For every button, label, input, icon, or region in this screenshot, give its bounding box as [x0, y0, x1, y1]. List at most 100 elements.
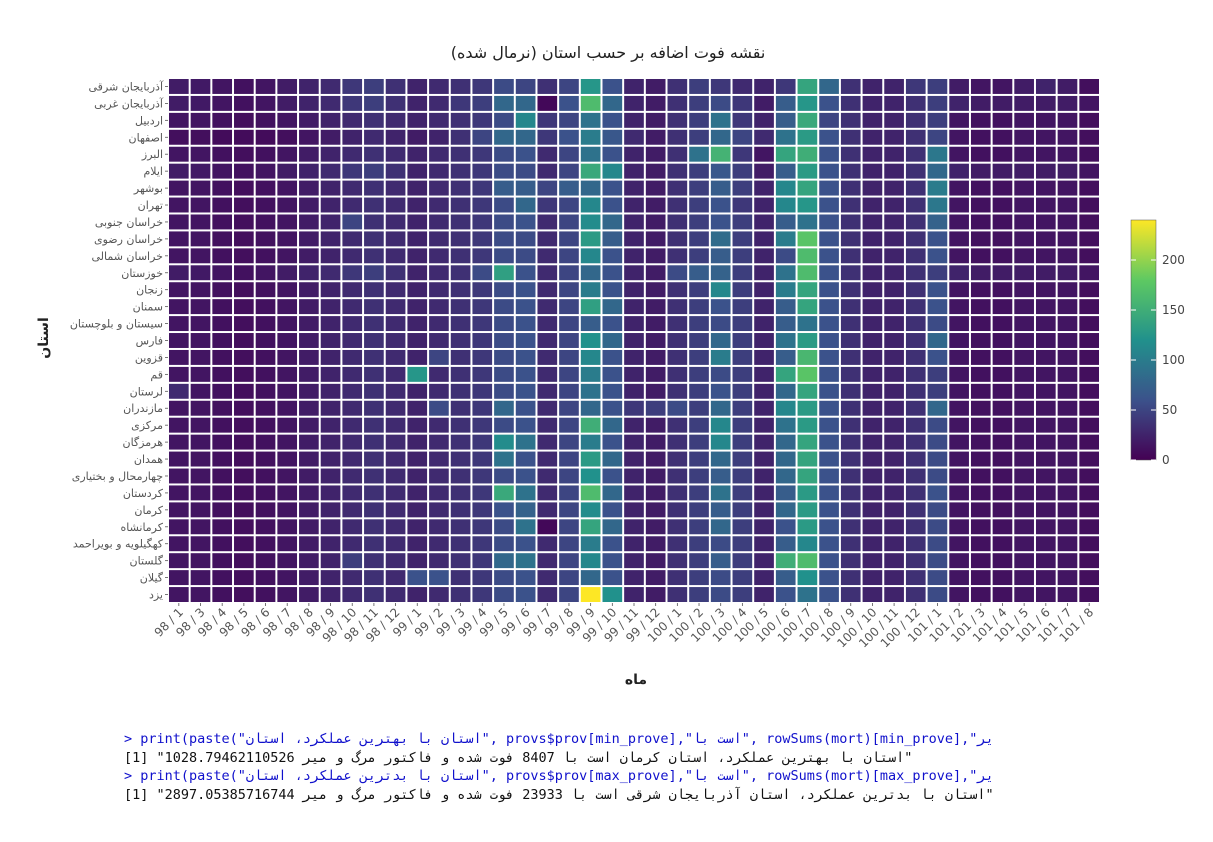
heatmap-cell — [537, 434, 558, 450]
heatmap-cell — [559, 282, 579, 298]
heatmap-cell — [775, 417, 796, 433]
heatmap-cell — [212, 129, 233, 145]
heatmap-cell — [905, 536, 926, 552]
heatmap-cell — [710, 231, 731, 247]
heatmap-cell — [927, 214, 948, 230]
heatmap-cell — [559, 400, 579, 416]
heatmap-cell — [732, 112, 753, 128]
heatmap-cell — [905, 349, 926, 365]
heatmap-cell — [277, 366, 298, 382]
heatmap-cell — [667, 163, 688, 179]
heatmap-cell — [364, 400, 384, 416]
heatmap-cell — [689, 485, 709, 501]
heatmap-cell — [710, 299, 731, 315]
chart-title: نقشه فوت اضافه بر حسب استان (نرمال شده) — [451, 43, 766, 63]
heatmap-cell — [255, 451, 276, 467]
y-tick-label: خوزستان — [121, 267, 163, 280]
heatmap-cell — [494, 417, 514, 433]
heatmap-cell — [169, 553, 189, 569]
heatmap-cell — [862, 570, 883, 586]
heatmap-cell — [515, 299, 536, 315]
heatmap-cell — [342, 587, 363, 602]
heatmap-cell — [320, 502, 341, 518]
heatmap-cell — [1014, 434, 1034, 450]
console-output-1: [1] "استان با بهترین عملکرد، استان کرمان… — [124, 749, 913, 766]
heatmap-cell — [602, 502, 623, 518]
heatmap-cell — [342, 519, 363, 535]
heatmap-cell — [450, 349, 471, 365]
heatmap-cell — [515, 383, 536, 399]
heatmap-cell — [450, 536, 471, 552]
heatmap-cell — [212, 282, 233, 298]
heatmap-cell — [949, 231, 969, 247]
heatmap-cell — [190, 587, 211, 602]
heatmap-cell — [299, 417, 319, 433]
heatmap-cell — [494, 129, 514, 145]
heatmap-cell — [689, 316, 709, 332]
heatmap-cell — [645, 146, 666, 162]
heatmap-cell — [212, 553, 233, 569]
heatmap-cell — [580, 316, 601, 332]
heatmap-cell — [559, 146, 579, 162]
heatmap-cell — [234, 400, 254, 416]
heatmap-cell — [1079, 95, 1099, 111]
heatmap-cell — [819, 434, 839, 450]
heatmap-cell — [754, 553, 774, 569]
heatmap-cell — [624, 265, 644, 281]
heatmap-cell — [472, 231, 493, 247]
heatmap-cell — [602, 197, 623, 213]
heatmap-cell — [689, 536, 709, 552]
heatmap-cell — [559, 417, 579, 433]
heatmap-cell — [429, 502, 449, 518]
heatmap-cell — [1014, 180, 1034, 196]
heatmap-cell — [1035, 434, 1056, 450]
heatmap-cell — [732, 451, 753, 467]
heatmap-cell — [472, 265, 493, 281]
heatmap-cell — [992, 502, 1013, 518]
heatmap-cell — [624, 553, 644, 569]
heatmap-cell — [407, 502, 428, 518]
heatmap-cell — [169, 79, 189, 94]
heatmap-cell — [472, 316, 493, 332]
heatmap-cell — [1079, 214, 1099, 230]
heatmap-cell — [234, 197, 254, 213]
heatmap-cell — [754, 129, 774, 145]
heatmap-cell — [1057, 468, 1078, 484]
heatmap-cell — [775, 451, 796, 467]
heatmap-cell — [1014, 536, 1034, 552]
heatmap-cell — [797, 95, 818, 111]
heatmap-cell — [169, 180, 189, 196]
heatmap-cell — [689, 146, 709, 162]
heatmap-cell — [342, 282, 363, 298]
heatmap-cell — [905, 366, 926, 382]
heatmap-cell — [927, 349, 948, 365]
heatmap-cell — [212, 112, 233, 128]
heatmap-cell — [927, 265, 948, 281]
heatmap-cell — [710, 95, 731, 111]
heatmap-cell — [169, 400, 189, 416]
heatmap-cell — [429, 587, 449, 602]
heatmap-cell — [385, 197, 406, 213]
heatmap-cell — [255, 265, 276, 281]
heatmap-cell — [775, 434, 796, 450]
heatmap-cell — [689, 299, 709, 315]
heatmap-cell — [667, 468, 688, 484]
heatmap-cell — [190, 95, 211, 111]
heatmap-cell — [689, 180, 709, 196]
heatmap-cell — [385, 333, 406, 348]
heatmap-cell — [689, 163, 709, 179]
heatmap-cell — [450, 316, 471, 332]
heatmap-cell — [949, 265, 969, 281]
heatmap-cell — [429, 349, 449, 365]
heatmap-cell — [255, 214, 276, 230]
heatmap-cell — [537, 451, 558, 467]
heatmap-cell — [667, 587, 688, 602]
heatmap-cell — [407, 112, 428, 128]
heatmap-cell — [364, 197, 384, 213]
heatmap-cell — [905, 95, 926, 111]
heatmap-cell — [169, 265, 189, 281]
heatmap-cell — [992, 299, 1013, 315]
heatmap-cell — [1014, 417, 1034, 433]
heatmap-cell — [255, 79, 276, 94]
heatmap-cell — [385, 383, 406, 399]
